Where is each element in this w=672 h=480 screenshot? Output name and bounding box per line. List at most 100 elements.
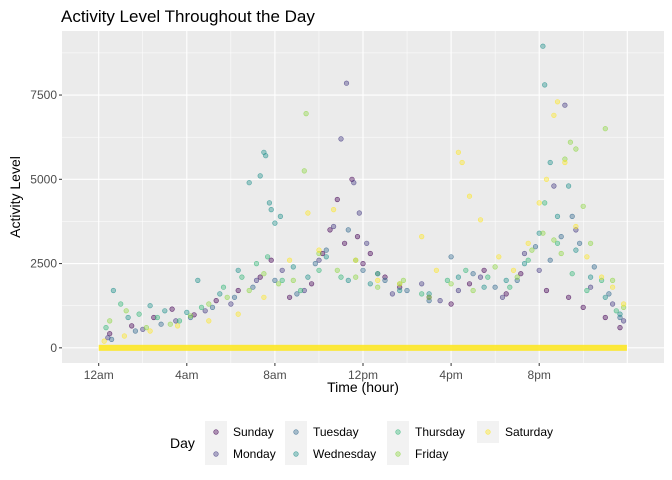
data-point xyxy=(279,267,285,273)
data-point xyxy=(470,287,476,294)
baseline-band xyxy=(98,344,627,351)
data-point xyxy=(587,240,594,246)
data-point xyxy=(573,247,579,253)
data-point xyxy=(301,168,307,174)
data-point xyxy=(261,271,267,277)
y-tick-label: 5000 xyxy=(30,172,57,186)
data-point xyxy=(290,264,296,270)
y-tick-label: 0 xyxy=(50,341,57,355)
data-point xyxy=(503,291,509,297)
legend-item-friday: Friday xyxy=(387,443,448,465)
legend-swatch xyxy=(293,451,299,457)
data-point xyxy=(551,237,557,243)
data-point xyxy=(466,281,473,287)
data-point xyxy=(338,274,344,280)
data-point xyxy=(169,306,175,312)
data-point xyxy=(375,277,381,284)
data-point xyxy=(481,284,487,290)
data-point xyxy=(184,309,190,316)
data-point xyxy=(499,294,506,300)
data-point xyxy=(253,277,260,284)
data-point xyxy=(198,304,205,311)
legend-key xyxy=(387,443,409,465)
data-point xyxy=(382,277,388,284)
data-points xyxy=(101,43,627,344)
x-tick-label: 8pm xyxy=(528,368,551,382)
legend-item-sunday: Sunday xyxy=(205,421,274,443)
data-point xyxy=(400,277,407,284)
legend-key xyxy=(387,421,409,443)
data-point xyxy=(536,267,542,273)
data-point xyxy=(187,314,194,321)
data-point xyxy=(110,287,116,294)
data-point xyxy=(543,287,550,294)
data-point xyxy=(565,294,572,300)
legend-label: Friday xyxy=(415,447,448,461)
data-point xyxy=(536,230,542,236)
data-point xyxy=(492,264,498,270)
data-point xyxy=(602,294,608,300)
data-point xyxy=(562,102,568,108)
data-point xyxy=(268,257,274,263)
data-point xyxy=(276,281,282,287)
data-point xyxy=(316,267,322,273)
data-point xyxy=(351,180,357,186)
data-point xyxy=(529,247,535,253)
data-point xyxy=(419,281,425,287)
data-point xyxy=(118,301,124,307)
x-tick-label: 8am xyxy=(263,368,286,382)
data-point xyxy=(547,159,553,166)
data-point xyxy=(397,287,403,294)
x-tick-label: 12am xyxy=(84,368,114,382)
data-point xyxy=(261,294,267,300)
data-point xyxy=(573,146,579,152)
data-point xyxy=(580,203,586,209)
data-point xyxy=(532,244,539,250)
legend-key xyxy=(205,421,227,443)
data-point xyxy=(224,294,230,300)
data-point xyxy=(485,274,491,280)
data-point xyxy=(209,304,216,311)
data-point xyxy=(576,240,583,246)
legend-item-monday: Monday xyxy=(205,443,276,465)
data-point xyxy=(334,196,340,203)
data-point xyxy=(536,200,542,206)
data-point xyxy=(521,250,528,257)
y-tick-label: 2500 xyxy=(30,257,57,271)
data-point xyxy=(217,291,223,297)
data-point xyxy=(277,213,284,219)
data-point xyxy=(103,325,109,331)
data-point xyxy=(235,287,241,294)
data-point xyxy=(620,301,627,307)
data-point xyxy=(287,294,293,300)
data-point xyxy=(195,277,201,284)
legend-label: Tuesday xyxy=(313,425,359,439)
data-point xyxy=(459,159,465,166)
data-point xyxy=(213,298,219,304)
data-point xyxy=(367,250,373,257)
data-point xyxy=(360,261,366,267)
legend-item-saturday: Saturday xyxy=(477,421,553,443)
legend-item-thursday: Thursday xyxy=(387,421,465,443)
data-point xyxy=(542,200,548,206)
legend-swatch xyxy=(485,429,491,435)
data-point xyxy=(554,99,561,105)
data-point xyxy=(132,328,138,334)
legend-title: Day xyxy=(170,435,195,451)
chart-title: Activity Level Throughout the Day xyxy=(61,7,315,26)
data-point xyxy=(143,325,149,331)
x-axis-ticks: 12am 4am 8am 12pm 4pm 8pm xyxy=(84,363,551,382)
data-point xyxy=(220,284,227,290)
data-point xyxy=(587,274,594,280)
data-point xyxy=(108,336,115,343)
data-point xyxy=(305,210,311,216)
data-point xyxy=(187,313,194,319)
legend-key xyxy=(285,421,307,443)
data-point xyxy=(455,287,462,294)
data-point xyxy=(551,183,557,189)
data-point xyxy=(419,291,425,297)
data-point xyxy=(551,112,557,118)
data-point xyxy=(246,287,252,294)
data-point xyxy=(320,250,326,257)
data-point xyxy=(540,43,546,49)
